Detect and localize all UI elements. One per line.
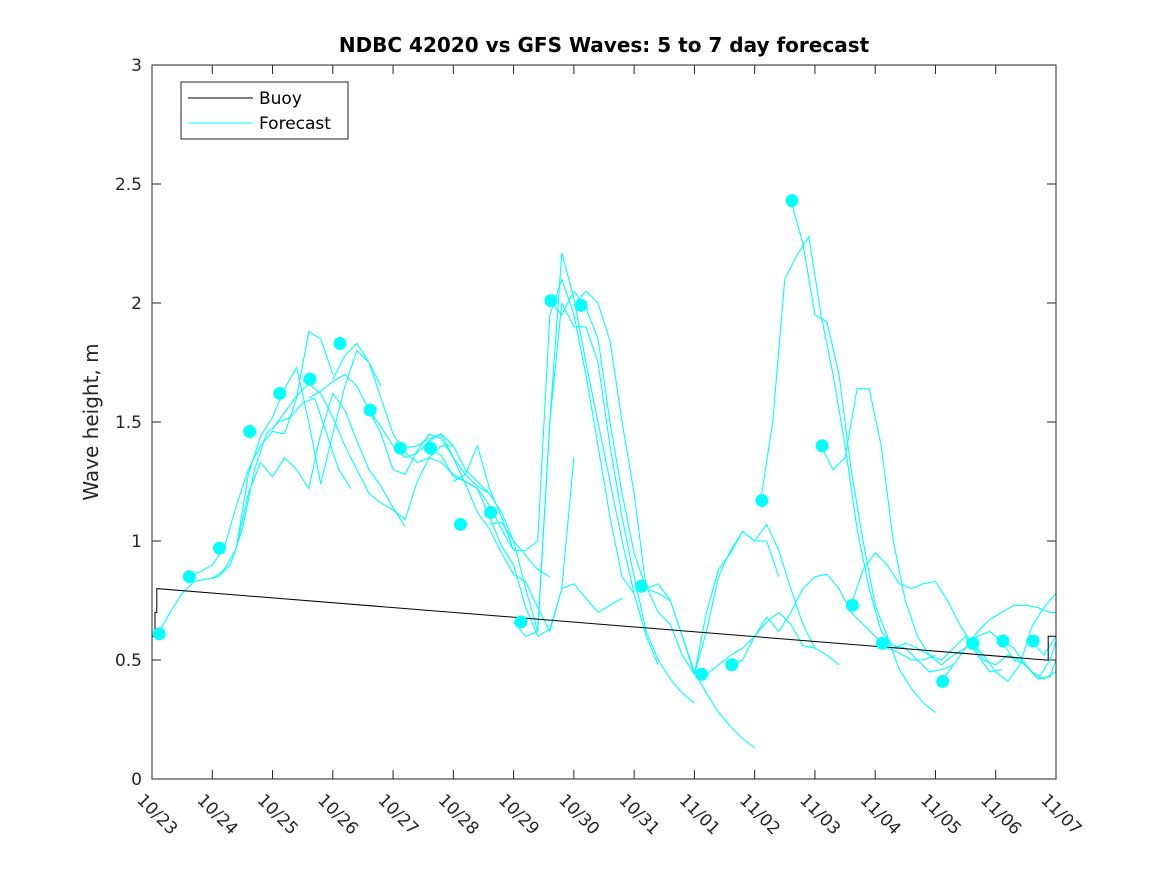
forecast-marker [182, 570, 196, 584]
forecast-marker [725, 658, 739, 672]
forecast-line-10 [453, 278, 635, 594]
forecast-marker [152, 627, 166, 641]
forecast-marker [1026, 634, 1040, 648]
forecast-line-11 [489, 252, 659, 666]
legend-buoy-label: Buoy [259, 89, 302, 109]
forecast-line-3 [235, 392, 406, 549]
forecast-marker [815, 439, 829, 453]
forecast-marker [695, 667, 709, 681]
forecast-line-17 [730, 573, 936, 666]
forecast-line-2 [211, 350, 382, 580]
forecast-marker [966, 636, 980, 650]
forecast-line-24 [971, 593, 1057, 682]
forecast-line-21 [850, 552, 1057, 680]
forecast-line-0 [157, 397, 352, 635]
forecast-marker [574, 298, 588, 312]
axes-box [151, 64, 1057, 780]
plot-area [152, 65, 1056, 779]
y-tick-label: 2 [131, 294, 142, 314]
forecast-marker [212, 541, 226, 555]
forecast-line-1 [187, 331, 334, 578]
forecast-line-8 [404, 433, 575, 632]
y-tick-label: 0.5 [115, 651, 142, 671]
forecast-marker [273, 386, 287, 400]
y-tick-label: 3 [131, 56, 142, 76]
forecast-marker [303, 372, 317, 386]
forecast-line-18 [760, 235, 954, 673]
forecast-line-9 [428, 447, 623, 637]
forecast-marker [454, 517, 468, 531]
buoy-line [152, 588, 1056, 661]
forecast-marker [333, 336, 347, 350]
y-axis-label: Wave height, m [79, 343, 103, 500]
forecast-marker [514, 615, 528, 629]
forecast-marker [544, 294, 558, 308]
forecast-marker [845, 598, 859, 612]
legend: Buoy Forecast [180, 81, 349, 140]
forecast-line-4 [272, 383, 454, 521]
y-tick-label: 0 [131, 770, 142, 790]
forecast-marker [755, 494, 769, 508]
forecast-marker [243, 425, 257, 439]
forecast-marker [484, 505, 498, 519]
legend-forecast-label: Forecast [259, 114, 331, 134]
forecast-marker [785, 194, 799, 208]
forecast-marker [423, 441, 437, 455]
forecast-marker [393, 441, 407, 455]
y-tick-label: 2.5 [115, 175, 142, 195]
forecast-marker [634, 579, 648, 593]
y-tick-label: 1.5 [115, 413, 142, 433]
legend-box [180, 81, 349, 140]
y-tick-label: 1 [131, 532, 142, 552]
marker-layer [152, 194, 1040, 688]
y-tick-labels: 0 0.5 1 1.5 2 2.5 3 [115, 56, 142, 790]
forecast-line-16 [706, 611, 816, 675]
forecast-line-12 [513, 302, 695, 704]
chart-title: NDBC 42020 vs GFS Waves: 5 to 7 day fore… [339, 33, 870, 57]
forecast-marker [363, 403, 377, 417]
forecast-line-19 [790, 200, 936, 713]
forecast-line-5 [308, 373, 490, 494]
forecast-line-15 [645, 523, 840, 675]
forecast-line-6 [332, 342, 515, 551]
forecast-marker [875, 636, 889, 650]
forecast-marker [936, 674, 950, 688]
forecast-marker [996, 634, 1010, 648]
